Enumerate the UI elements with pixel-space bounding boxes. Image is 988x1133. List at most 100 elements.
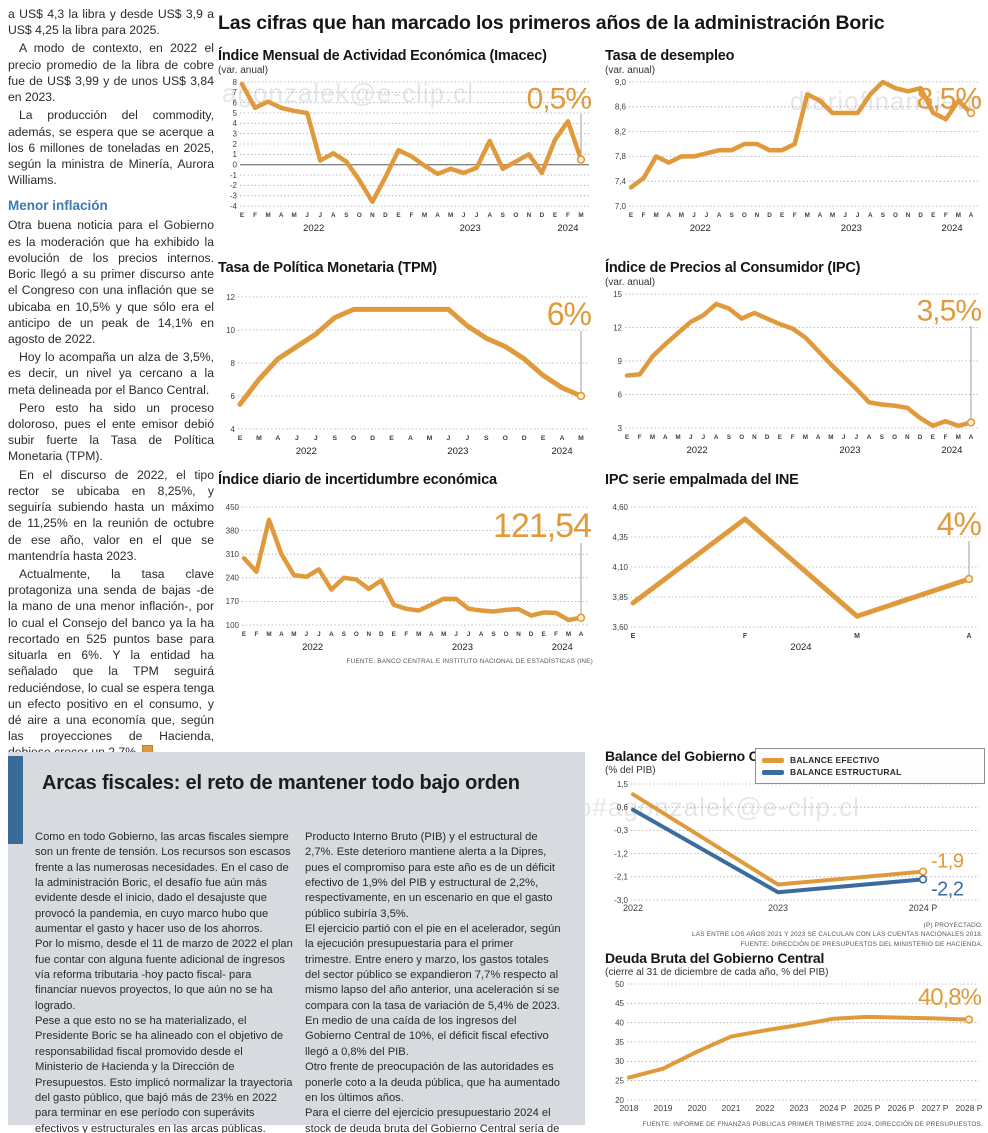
svg-text:M: M bbox=[291, 631, 296, 638]
desempleo-chart-canvas: 9,0 8,6 8,2 7,8 7,4 7,0 E F M A M J J A S O N D E F M A M J J A S O… bbox=[605, 76, 983, 239]
svg-text:J: J bbox=[855, 434, 859, 441]
svg-text:A: A bbox=[867, 434, 872, 441]
svg-text:A: A bbox=[275, 435, 280, 442]
svg-text:310: 310 bbox=[226, 550, 240, 559]
svg-text:E: E bbox=[625, 434, 629, 441]
svg-text:-2: -2 bbox=[230, 181, 238, 190]
fiscal-article-title: Arcas fiscales: el reto de mantener todo… bbox=[42, 772, 520, 794]
svg-text:F: F bbox=[793, 212, 797, 219]
svg-text:M: M bbox=[578, 212, 583, 219]
svg-text:10: 10 bbox=[226, 326, 235, 335]
svg-text:A: A bbox=[329, 631, 334, 638]
svg-text:2019: 2019 bbox=[654, 1103, 673, 1113]
chart-subtitle: (var. anual) bbox=[218, 65, 269, 76]
svg-text:15: 15 bbox=[613, 290, 622, 299]
svg-text:S: S bbox=[501, 212, 505, 219]
svg-text:M: M bbox=[427, 435, 433, 442]
svg-text:E: E bbox=[541, 435, 546, 442]
svg-text:F: F bbox=[410, 212, 414, 219]
svg-text:S: S bbox=[880, 434, 884, 441]
svg-text:J: J bbox=[446, 435, 450, 442]
legend-swatch-blue bbox=[762, 769, 784, 775]
svg-text:240: 240 bbox=[226, 574, 240, 583]
svg-text:S: S bbox=[881, 212, 885, 219]
svg-text:8: 8 bbox=[233, 78, 238, 87]
balance-chart-canvas: 1,5 0,6 -0,3 -1,2 -2,1 -3,0 2022 2023 2024 P -1,9… bbox=[605, 776, 983, 921]
svg-text:2023: 2023 bbox=[839, 445, 860, 456]
svg-text:2021: 2021 bbox=[722, 1103, 741, 1113]
svg-text:M: M bbox=[679, 212, 684, 219]
svg-text:2: 2 bbox=[233, 140, 238, 149]
svg-text:S: S bbox=[727, 434, 731, 441]
svg-text:2024: 2024 bbox=[557, 223, 578, 234]
svg-text:E: E bbox=[389, 435, 394, 442]
svg-text:F: F bbox=[944, 434, 948, 441]
balance-legend: BALANCE EFECTIVO BALANCE ESTRUCTURAL bbox=[755, 748, 985, 784]
svg-text:O: O bbox=[354, 631, 359, 638]
chart-title: Deuda Bruta del Gobierno Central bbox=[605, 950, 825, 966]
fiscal-column-2: Producto Interno Bruto (PIB) y el estruc… bbox=[305, 830, 563, 1133]
svg-text:J: J bbox=[454, 631, 458, 638]
svg-text:A: A bbox=[331, 212, 336, 219]
svg-text:M: M bbox=[675, 434, 680, 441]
page-title: Las cifras que han marcado los primeros … bbox=[218, 12, 885, 34]
chart-subtitle: (var. anual) bbox=[605, 277, 656, 288]
left-article-column: a US$ 4,3 la libra y desde US$ 3,9 a US$… bbox=[8, 6, 214, 763]
chart-title: Índice Mensual de Actividad Económica (I… bbox=[218, 48, 547, 64]
article-paragraph: Otra buena noticia para el Gobierno es l… bbox=[8, 218, 214, 346]
svg-text:45: 45 bbox=[615, 999, 624, 1008]
svg-text:6: 6 bbox=[618, 390, 623, 399]
svg-text:30: 30 bbox=[615, 1057, 624, 1066]
legend-item-estructural: BALANCE ESTRUCTURAL bbox=[762, 767, 978, 777]
svg-text:2023: 2023 bbox=[447, 446, 468, 457]
article-paragraph: Pero esto ha sido un proceso doloroso, p… bbox=[8, 400, 214, 464]
svg-text:2024: 2024 bbox=[941, 445, 962, 456]
svg-text:N: N bbox=[752, 434, 757, 441]
fiscal-column-1: Como en todo Gobierno, las arcas fiscale… bbox=[35, 830, 293, 1133]
svg-text:2023: 2023 bbox=[452, 642, 473, 653]
svg-text:2022: 2022 bbox=[690, 223, 711, 234]
svg-text:J: J bbox=[314, 435, 318, 442]
chart-title: Índice diario de incertidumbre económica bbox=[218, 472, 497, 488]
svg-text:M: M bbox=[448, 212, 453, 219]
svg-text:J: J bbox=[305, 631, 309, 638]
svg-text:N: N bbox=[527, 212, 532, 219]
svg-text:O: O bbox=[893, 212, 898, 219]
chart-title: Tasa de desempleo bbox=[605, 48, 735, 64]
svg-text:-4: -4 bbox=[230, 202, 238, 211]
svg-text:F: F bbox=[566, 212, 570, 219]
svg-text:6%: 6% bbox=[547, 296, 592, 332]
svg-text:S: S bbox=[492, 631, 496, 638]
svg-text:A: A bbox=[969, 434, 974, 441]
svg-text:M: M bbox=[650, 434, 655, 441]
svg-text:100: 100 bbox=[226, 621, 240, 630]
svg-text:A: A bbox=[487, 212, 492, 219]
svg-text:F: F bbox=[944, 212, 948, 219]
svg-text:-1,2: -1,2 bbox=[614, 849, 628, 858]
svg-text:450: 450 bbox=[226, 503, 240, 512]
svg-text:8,2: 8,2 bbox=[615, 127, 627, 136]
svg-text:7,4: 7,4 bbox=[615, 177, 627, 186]
svg-text:M: M bbox=[803, 434, 808, 441]
svg-text:2018: 2018 bbox=[620, 1103, 639, 1113]
svg-text:A: A bbox=[579, 631, 584, 638]
svg-text:A: A bbox=[717, 212, 722, 219]
svg-text:-3,0: -3,0 bbox=[614, 896, 628, 905]
svg-text:J: J bbox=[689, 434, 693, 441]
svg-text:380: 380 bbox=[226, 526, 240, 535]
svg-text:7,8: 7,8 bbox=[615, 152, 627, 161]
svg-text:E: E bbox=[392, 631, 396, 638]
svg-text:7: 7 bbox=[233, 88, 238, 97]
svg-text:2022: 2022 bbox=[623, 903, 643, 913]
svg-text:2024 P: 2024 P bbox=[909, 903, 938, 913]
svg-text:4%: 4% bbox=[937, 506, 982, 542]
article-paragraph: A modo de contexto, en 2022 el precio pr… bbox=[8, 41, 214, 105]
deuda-chart-canvas: 50 45 40 35 30 25 20 2018 2019 2020 2021 2022 2023 20… bbox=[605, 978, 983, 1121]
fiscal-paragraph: En medio de una caída de los ingresos de… bbox=[305, 1015, 549, 1058]
chart-subtitle: (% del PIB) bbox=[605, 765, 656, 776]
chart-subtitle: (var. anual) bbox=[605, 65, 656, 76]
svg-text:2024: 2024 bbox=[942, 223, 963, 234]
svg-text:O: O bbox=[742, 212, 747, 219]
svg-text:E: E bbox=[396, 212, 400, 219]
svg-text:D: D bbox=[370, 435, 375, 442]
